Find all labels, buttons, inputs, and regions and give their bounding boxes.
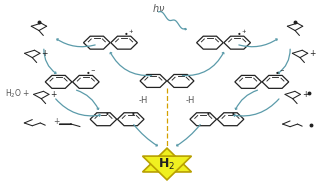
Text: $h\nu$: $h\nu$ (152, 2, 165, 14)
Text: +: + (53, 117, 60, 126)
Text: $\bullet^-$: $\bullet^-$ (85, 68, 97, 77)
Text: +: + (41, 49, 48, 58)
Text: $\bullet$: $\bullet$ (130, 108, 135, 117)
Text: $\bullet$: $\bullet$ (205, 108, 210, 117)
Text: $\bullet^+$: $\bullet^+$ (123, 28, 135, 38)
Text: $\bullet$: $\bullet$ (229, 108, 235, 117)
Text: -H: -H (186, 96, 195, 105)
Text: +: + (50, 90, 57, 99)
Text: -H: -H (139, 96, 148, 105)
Polygon shape (143, 148, 191, 172)
Polygon shape (143, 156, 191, 180)
Text: $\bullet^-$: $\bullet^-$ (275, 68, 286, 77)
Text: +: + (309, 49, 315, 58)
Text: H$_2$O +: H$_2$O + (5, 88, 30, 100)
Text: H$_2$: H$_2$ (158, 156, 176, 172)
Text: $\bullet$: $\bullet$ (105, 108, 110, 117)
Text: +: + (302, 90, 308, 99)
Text: $\bullet^+$: $\bullet^+$ (236, 28, 248, 38)
